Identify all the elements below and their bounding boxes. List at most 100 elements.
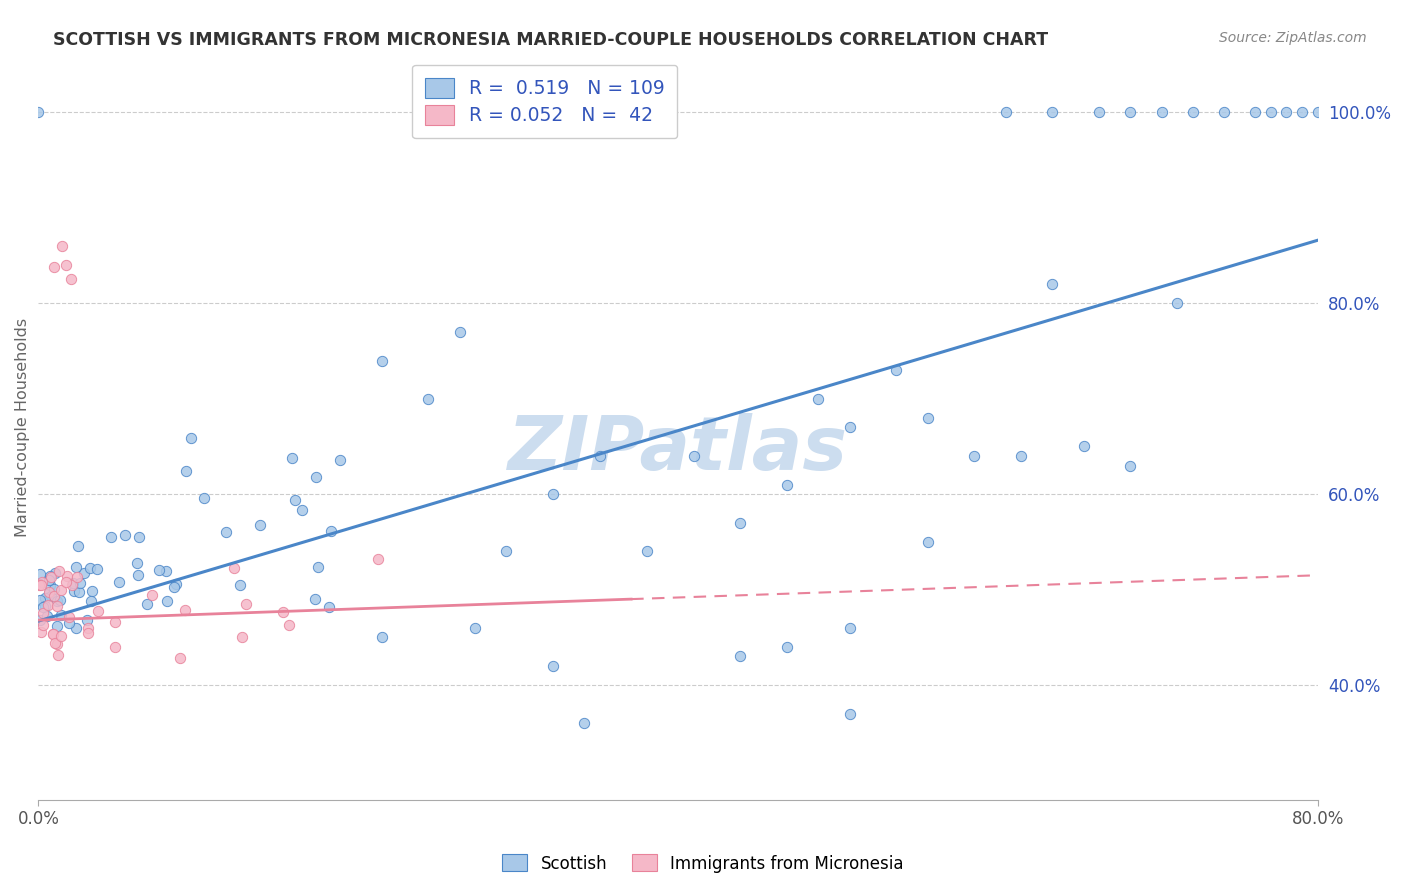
Point <box>37 598 59 612</box>
Point <box>304 591 326 606</box>
Point <box>291 503 314 517</box>
Point <box>231 630 253 644</box>
Point <box>30 624 52 639</box>
Point <box>173 603 195 617</box>
Point <box>136 597 159 611</box>
Point <box>730 649 752 664</box>
Point <box>165 577 187 591</box>
Point <box>114 527 136 541</box>
Point <box>27 105 49 120</box>
Point <box>108 575 131 590</box>
Point <box>51 629 73 643</box>
Point <box>1275 105 1298 120</box>
Point <box>464 621 486 635</box>
Point <box>44 566 66 581</box>
Point <box>62 575 84 590</box>
Point <box>284 492 307 507</box>
Point <box>31 575 53 590</box>
Point <box>37 609 59 624</box>
Point <box>1291 105 1313 120</box>
Point <box>46 594 69 608</box>
Point <box>141 588 163 602</box>
Point <box>66 539 89 553</box>
Y-axis label: Married-couple Households: Married-couple Households <box>15 318 30 537</box>
Point <box>838 706 860 721</box>
Point <box>148 563 170 577</box>
Point <box>38 586 60 600</box>
Point <box>1040 105 1063 120</box>
Point <box>46 599 69 613</box>
Point <box>104 640 127 654</box>
Point <box>39 590 62 604</box>
Point <box>38 573 60 587</box>
Point <box>235 597 257 611</box>
Point <box>32 618 55 632</box>
Point <box>174 464 197 478</box>
Point <box>224 561 246 575</box>
Point <box>156 594 179 608</box>
Point <box>44 582 66 597</box>
Point <box>449 325 471 339</box>
Point <box>776 477 799 491</box>
Point <box>589 449 612 463</box>
Point <box>1166 296 1188 310</box>
Point <box>1088 105 1111 120</box>
Point <box>42 627 65 641</box>
Point <box>1119 458 1142 473</box>
Point <box>1244 105 1267 120</box>
Point <box>307 560 329 574</box>
Point <box>128 529 150 543</box>
Point <box>32 599 55 614</box>
Point <box>776 640 799 654</box>
Point <box>418 392 440 406</box>
Point <box>100 530 122 544</box>
Legend: Scottish, Immigrants from Micronesia: Scottish, Immigrants from Micronesia <box>495 847 911 880</box>
Point <box>38 585 60 599</box>
Point <box>1119 105 1142 120</box>
Point <box>305 469 328 483</box>
Point <box>541 659 564 673</box>
Point <box>58 616 80 631</box>
Point <box>60 578 83 592</box>
Point <box>1181 105 1204 120</box>
Point <box>682 449 704 463</box>
Point <box>76 621 98 635</box>
Point <box>155 564 177 578</box>
Point <box>49 583 72 598</box>
Point <box>1213 105 1236 120</box>
Point <box>1260 105 1282 120</box>
Point <box>51 607 73 622</box>
Point <box>495 544 517 558</box>
Point <box>77 625 100 640</box>
Point <box>67 585 90 599</box>
Point <box>45 637 67 651</box>
Point <box>917 534 939 549</box>
Point <box>249 517 271 532</box>
Point <box>42 260 65 274</box>
Point <box>169 651 191 665</box>
Point <box>63 584 86 599</box>
Point <box>55 258 77 272</box>
Point <box>838 420 860 434</box>
Point <box>1073 439 1095 453</box>
Point <box>80 584 103 599</box>
Point <box>838 621 860 635</box>
Point <box>1306 105 1329 120</box>
Point <box>56 568 79 582</box>
Point <box>48 593 70 607</box>
Point <box>34 599 56 614</box>
Point <box>104 615 127 629</box>
Point <box>193 491 215 506</box>
Point <box>127 567 149 582</box>
Point <box>574 716 596 731</box>
Point <box>60 272 83 286</box>
Point <box>163 580 186 594</box>
Point <box>994 105 1017 120</box>
Point <box>28 578 51 592</box>
Point <box>367 552 389 566</box>
Point <box>318 600 340 615</box>
Text: ZIPatlas: ZIPatlas <box>508 413 848 486</box>
Point <box>73 566 96 581</box>
Point <box>1040 277 1063 292</box>
Point <box>215 525 238 540</box>
